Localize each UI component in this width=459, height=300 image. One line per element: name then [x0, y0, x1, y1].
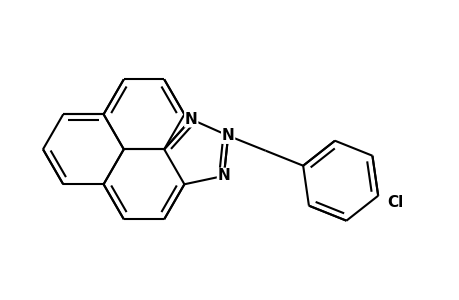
Text: N: N [185, 112, 197, 127]
Text: Cl: Cl [386, 195, 403, 210]
Text: N: N [217, 168, 230, 183]
Text: N: N [221, 128, 234, 143]
